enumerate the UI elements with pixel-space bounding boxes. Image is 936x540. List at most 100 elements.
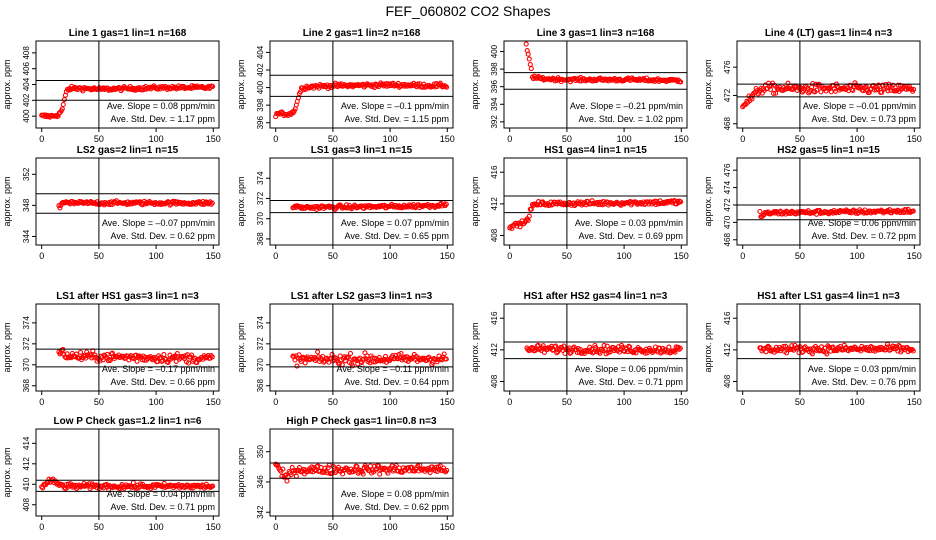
data-point bbox=[280, 466, 286, 472]
x-tick-label: 50 bbox=[328, 134, 338, 144]
x-tick-label: 100 bbox=[383, 397, 398, 407]
data-point bbox=[809, 351, 815, 357]
stats-annotation: Ave. Slope = 0.03 ppm/min bbox=[575, 218, 683, 228]
y-tick-label: 412 bbox=[490, 197, 499, 211]
stats-annotation: Ave. Slope = 0.08 ppm/min bbox=[107, 101, 215, 111]
y-tick-label: 416 bbox=[723, 311, 732, 325]
stats-annotation: Ave. Std. Dev. = 0.66 ppm bbox=[111, 377, 215, 387]
data-point bbox=[591, 349, 597, 355]
y-tick-label: 348 bbox=[22, 198, 31, 212]
data-point bbox=[418, 466, 424, 472]
data-series bbox=[290, 199, 449, 213]
y-tick-label: 398 bbox=[490, 62, 499, 76]
stats-annotation: Ave. Std. Dev. = 0.64 ppm bbox=[345, 377, 449, 387]
plot-frame bbox=[269, 303, 454, 392]
data-series bbox=[523, 41, 684, 85]
y-axis-label: approx. ppm bbox=[2, 176, 12, 226]
data-point bbox=[61, 97, 67, 103]
data-point bbox=[673, 344, 679, 350]
data-point bbox=[130, 87, 136, 93]
data-point bbox=[84, 349, 90, 355]
data-point bbox=[367, 360, 373, 366]
data-point bbox=[895, 82, 901, 88]
y-tick-label: 374 bbox=[256, 316, 265, 330]
chart-panel: Line 4 (LT) gas=1 lin=4 n=3 approx. ppm 0 5… bbox=[703, 28, 922, 144]
data-point bbox=[319, 469, 325, 476]
x-tick-label: 100 bbox=[383, 251, 398, 261]
data-point bbox=[398, 350, 404, 357]
plot-frame bbox=[503, 303, 688, 392]
x-tick-label: 50 bbox=[795, 134, 805, 144]
data-point bbox=[77, 349, 84, 355]
y-tick-label: 372 bbox=[256, 191, 265, 205]
data-point bbox=[77, 483, 83, 489]
data-point bbox=[528, 206, 534, 212]
y-tick-label: 370 bbox=[22, 358, 31, 372]
data-point bbox=[325, 465, 331, 471]
data-point bbox=[873, 87, 880, 93]
y-axis-label: approx. ppm bbox=[2, 322, 12, 372]
y-tick-label: 408 bbox=[490, 374, 499, 388]
y-tick-label: 412 bbox=[490, 343, 499, 357]
y-tick-label: 408 bbox=[490, 228, 499, 242]
chart-title: Line 1 gas=1 lin=1 n=168 bbox=[69, 28, 187, 39]
y-tick-label: 400 bbox=[22, 109, 31, 123]
data-point bbox=[336, 361, 342, 367]
y-tick-label: 414 bbox=[22, 436, 31, 450]
x-tick-label: 150 bbox=[206, 251, 221, 261]
plot-frame bbox=[35, 157, 220, 246]
data-point bbox=[161, 351, 167, 358]
y-tick-label: 406 bbox=[22, 61, 31, 75]
data-point bbox=[814, 87, 820, 93]
y-tick-label: 372 bbox=[22, 337, 31, 351]
data-point bbox=[209, 354, 215, 360]
data-point bbox=[883, 344, 890, 350]
data-point bbox=[672, 349, 678, 355]
chart-panel: HS1 gas=4 lin=1 n=15 approx. ppm 0 50 100 150… bbox=[470, 145, 689, 261]
stats-annotation: Ave. Slope = –0.21 ppm/min bbox=[570, 101, 683, 111]
data-point bbox=[805, 346, 811, 352]
data-point bbox=[294, 363, 300, 369]
x-tick-label: 150 bbox=[674, 134, 689, 144]
data-point bbox=[407, 355, 413, 361]
x-tick-label: 0 bbox=[740, 251, 745, 261]
y-tick-label: 416 bbox=[490, 165, 499, 179]
chart-panel: LS1 gas=3 lin=1 n=15 approx. ppm 0 50 100 150… bbox=[236, 145, 455, 261]
stats-annotation: Ave. Std. Dev. = 0.71 ppm bbox=[111, 502, 215, 512]
plot-frame bbox=[35, 428, 220, 517]
y-tick-label: 396 bbox=[256, 116, 265, 130]
y-axis-label: approx. ppm bbox=[470, 59, 480, 109]
y-tick-label: 400 bbox=[256, 80, 265, 94]
stats-annotation: Ave. Slope = 0.08 ppm/min bbox=[341, 489, 449, 499]
chart-title: HS1 after HS2 gas=4 lin=1 n=3 bbox=[524, 291, 668, 302]
y-axis-label: approx. ppm bbox=[236, 322, 246, 372]
chart-title: Low P Check gas=1.2 lin=1 n=6 bbox=[54, 416, 202, 427]
chart-title: LS1 after HS1 gas=3 lin=1 n=3 bbox=[56, 291, 199, 302]
x-tick-label: 100 bbox=[850, 251, 865, 261]
data-point bbox=[308, 468, 314, 474]
y-tick-label: 474 bbox=[723, 180, 732, 194]
stats-annotation: Ave. Std. Dev. = 0.73 ppm bbox=[812, 114, 916, 124]
data-point bbox=[437, 357, 443, 363]
data-point bbox=[379, 357, 385, 363]
data-point bbox=[106, 356, 112, 363]
data-point bbox=[896, 342, 902, 349]
x-tick-label: 150 bbox=[674, 251, 689, 261]
data-series bbox=[273, 80, 450, 120]
x-tick-label: 150 bbox=[907, 134, 922, 144]
data-point bbox=[296, 352, 302, 358]
plot-frame bbox=[269, 428, 454, 517]
stats-annotation: Ave. Std. Dev. = 0.71 ppm bbox=[579, 377, 683, 387]
y-axis-label: approx. ppm bbox=[236, 176, 246, 226]
data-point bbox=[100, 357, 106, 363]
data-point bbox=[209, 200, 215, 206]
data-point bbox=[277, 467, 283, 473]
y-tick-label: 394 bbox=[490, 97, 499, 111]
data-point bbox=[159, 358, 165, 364]
y-tick-label: 372 bbox=[256, 337, 265, 351]
y-tick-label: 404 bbox=[22, 77, 31, 91]
data-point bbox=[204, 200, 210, 206]
data-point bbox=[90, 482, 96, 488]
data-series bbox=[56, 346, 215, 366]
